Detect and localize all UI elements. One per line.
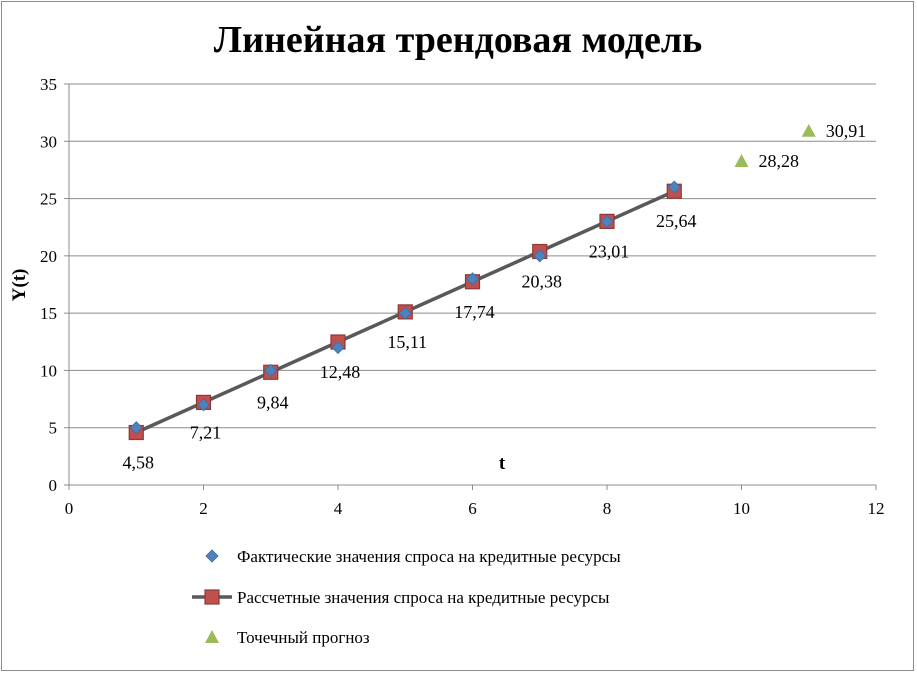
calc-data-label: 17,74 bbox=[454, 302, 495, 322]
y-tick-label: 15 bbox=[40, 304, 57, 323]
y-tick-label: 30 bbox=[40, 132, 57, 151]
calc-data-label: 20,38 bbox=[522, 272, 563, 292]
forecast-point bbox=[801, 123, 816, 137]
forecast-data-label: 30,91 bbox=[826, 121, 867, 141]
legend-label: Рассчетные значения спроса на кредитные … bbox=[237, 588, 610, 607]
y-tick-label: 35 bbox=[40, 75, 57, 94]
x-tick-label: 0 bbox=[65, 499, 74, 518]
y-tick-label: 20 bbox=[40, 247, 57, 266]
calc-data-label: 23,01 bbox=[589, 241, 630, 261]
calc-data-label: 25,64 bbox=[656, 211, 697, 231]
actual-point bbox=[196, 398, 211, 412]
legend-marker-calc bbox=[204, 589, 220, 605]
y-axis-label: Y(t) bbox=[9, 269, 30, 302]
legend-label: Точечный прогноз bbox=[237, 628, 370, 647]
axes bbox=[64, 83, 877, 490]
forecast-data-label: 28,28 bbox=[759, 151, 800, 171]
actual-point bbox=[331, 340, 345, 355]
y-tick-label: 0 bbox=[49, 476, 58, 495]
x-tick-label: 12 bbox=[868, 499, 885, 518]
legend-label: Фактические значения спроса на кредитные… bbox=[237, 547, 621, 566]
calc-data-label: 7,21 bbox=[190, 422, 222, 442]
tick-labels: 0 5 10 15 20 25 30 35 0 2 4 6 8 10 12 bbox=[40, 75, 885, 518]
actual-point bbox=[533, 249, 547, 263]
x-tick-label: 10 bbox=[733, 499, 750, 518]
calc-data-label: 9,84 bbox=[257, 392, 289, 412]
actual-point bbox=[129, 421, 143, 435]
y-tick-label: 10 bbox=[40, 361, 57, 380]
legend: Фактические значения спроса на кредитные… bbox=[192, 547, 621, 647]
calc-data-label: 15,11 bbox=[387, 332, 427, 352]
x-tick-label: 4 bbox=[334, 499, 343, 518]
plot-area: 4,58 7,21 9,84 12,48 15,11 17,74 20,38 23,01 25,… bbox=[123, 121, 867, 473]
chart-title: Линейная трендовая модель bbox=[214, 19, 703, 61]
actual-point bbox=[398, 306, 412, 320]
actual-point bbox=[667, 180, 681, 194]
forecast-point bbox=[734, 153, 749, 167]
grid-lines bbox=[69, 83, 876, 429]
actual-point bbox=[600, 214, 614, 229]
x-tick-label: 2 bbox=[199, 499, 208, 518]
x-axis-label: t bbox=[499, 453, 506, 474]
legend-marker-forecast bbox=[205, 630, 219, 643]
actual-point bbox=[264, 363, 278, 377]
legend-marker-actual bbox=[205, 549, 219, 563]
calc-data-label: 4,58 bbox=[123, 453, 155, 473]
x-tick-label: 6 bbox=[468, 499, 477, 518]
calc-data-label: 12,48 bbox=[320, 362, 361, 382]
actual-point bbox=[465, 272, 480, 286]
y-tick-label: 25 bbox=[40, 190, 57, 209]
x-tick-label: 8 bbox=[603, 499, 612, 518]
y-tick-label: 5 bbox=[49, 419, 58, 438]
